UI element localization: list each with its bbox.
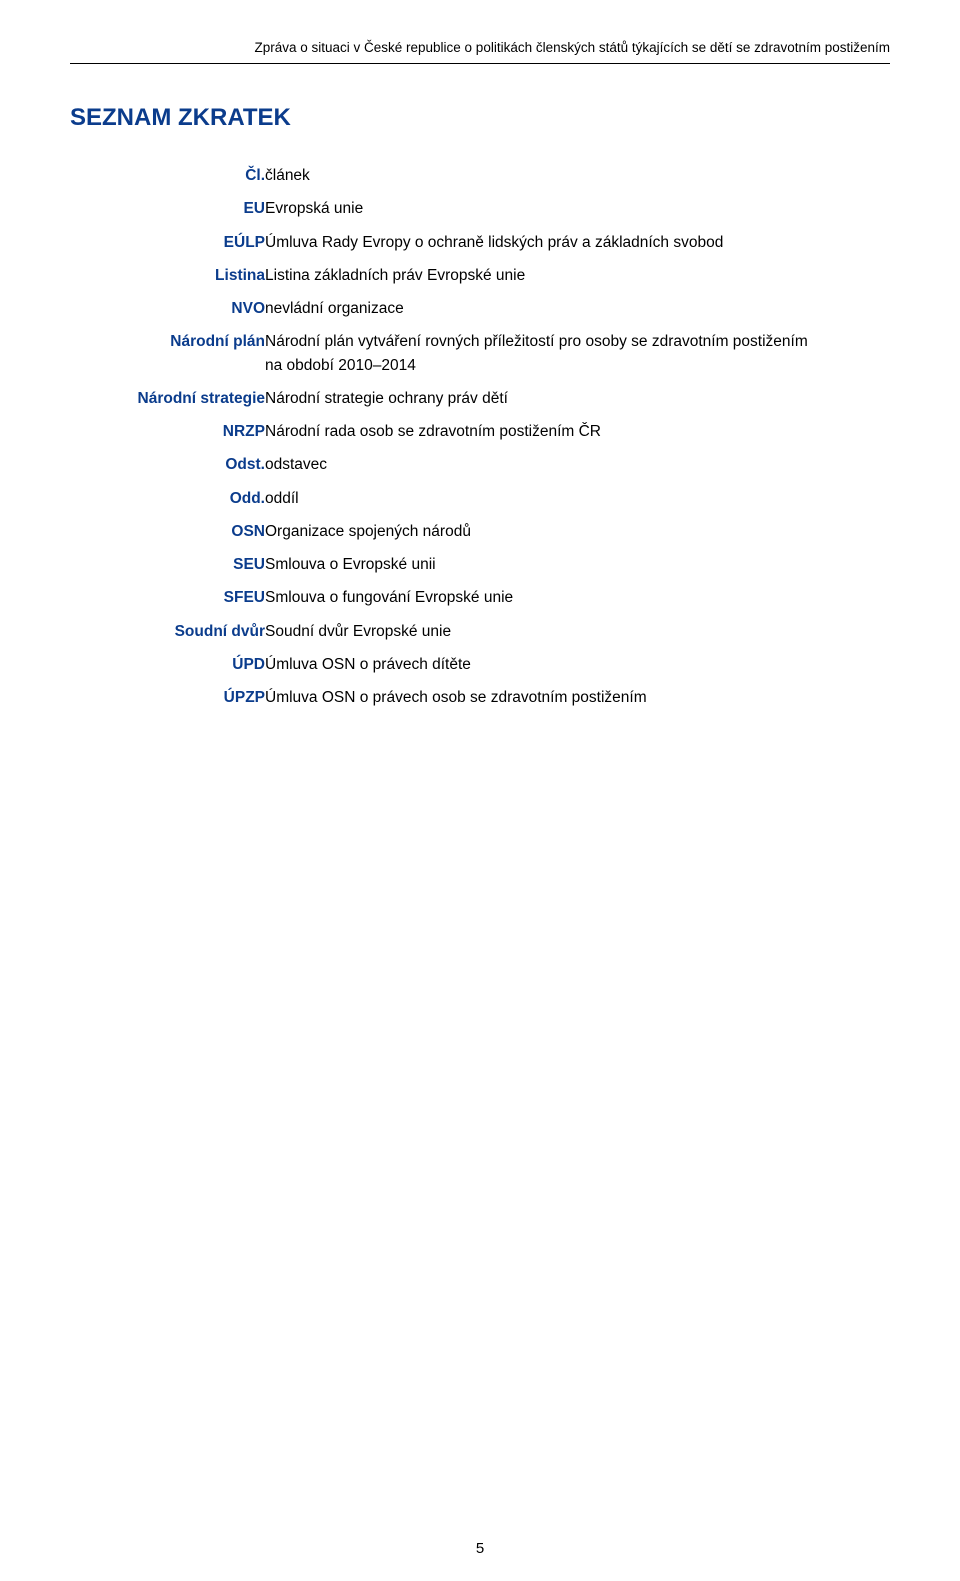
abbrev-def: Úmluva Rady Evropy o ochraně lidských pr… <box>265 228 825 257</box>
abbrev-row: SFEUSmlouva o fungování Evropské unie <box>110 583 825 612</box>
page-number: 5 <box>0 1540 960 1557</box>
abbrev-term: OSN <box>110 517 265 546</box>
abbrev-term: Národní plán <box>110 327 265 380</box>
abbrev-term: EÚLP <box>110 228 265 257</box>
abbrev-def: Evropská unie <box>265 194 825 223</box>
abbrev-term: Národní strategie <box>110 384 265 413</box>
abbrev-row: Čl.článek <box>110 161 825 190</box>
abbreviations-body: Čl.článek EUEvropská unie EÚLPÚmluva Rad… <box>110 161 825 712</box>
abbrev-term: NVO <box>110 294 265 323</box>
abbrev-def: Národní rada osob se zdravotním postižen… <box>265 417 825 446</box>
abbrev-term: SEU <box>110 550 265 579</box>
abbrev-def: Smlouva o fungování Evropské unie <box>265 583 825 612</box>
abbreviations-table: Čl.článek EUEvropská unie EÚLPÚmluva Rad… <box>110 157 825 716</box>
abbrev-row: EÚLPÚmluva Rady Evropy o ochraně lidskýc… <box>110 228 825 257</box>
abbrev-term: Čl. <box>110 161 265 190</box>
abbrev-row: Národní strategieNárodní strategie ochra… <box>110 384 825 413</box>
abbrev-def: Úmluva OSN o právech dítěte <box>265 650 825 679</box>
abbrev-row: Odst.odstavec <box>110 450 825 479</box>
abbrev-def: Soudní dvůr Evropské unie <box>265 617 825 646</box>
abbrev-def: nevládní organizace <box>265 294 825 323</box>
abbrev-term: Listina <box>110 261 265 290</box>
header-rule <box>70 63 890 64</box>
abbrev-row: Odd.oddíl <box>110 484 825 513</box>
abbrev-def: článek <box>265 161 825 190</box>
running-header: Zpráva o situaci v České republice o pol… <box>70 40 890 63</box>
abbrev-def: Smlouva o Evropské unii <box>265 550 825 579</box>
abbrev-def: odstavec <box>265 450 825 479</box>
abbrev-row: NRZPNárodní rada osob se zdravotním post… <box>110 417 825 446</box>
abbrev-term: Soudní dvůr <box>110 617 265 646</box>
abbrev-term: NRZP <box>110 417 265 446</box>
abbrev-term: ÚPZP <box>110 683 265 712</box>
abbrev-def: Národní strategie ochrany práv dětí <box>265 384 825 413</box>
abbrev-row: ÚPDÚmluva OSN o právech dítěte <box>110 650 825 679</box>
abbrev-row: Soudní dvůrSoudní dvůr Evropské unie <box>110 617 825 646</box>
abbrev-term: Odst. <box>110 450 265 479</box>
abbrev-def: Listina základních práv Evropské unie <box>265 261 825 290</box>
abbrev-term: Odd. <box>110 484 265 513</box>
abbrev-row: ListinaListina základních práv Evropské … <box>110 261 825 290</box>
page: Zpráva o situaci v České republice o pol… <box>0 0 960 1581</box>
abbrev-row: EUEvropská unie <box>110 194 825 223</box>
page-title: SEZNAM ZKRATEK <box>70 104 890 132</box>
abbrev-def: oddíl <box>265 484 825 513</box>
abbrev-def: Národní plán vytváření rovných příležito… <box>265 327 825 380</box>
abbrev-row: Národní plánNárodní plán vytváření rovný… <box>110 327 825 380</box>
abbrev-row: OSNOrganizace spojených národů <box>110 517 825 546</box>
abbrev-row: ÚPZPÚmluva OSN o právech osob se zdravot… <box>110 683 825 712</box>
abbrev-term: ÚPD <box>110 650 265 679</box>
abbrev-def: Úmluva OSN o právech osob se zdravotním … <box>265 683 825 712</box>
abbrev-term: SFEU <box>110 583 265 612</box>
abbrev-term: EU <box>110 194 265 223</box>
abbrev-def: Organizace spojených národů <box>265 517 825 546</box>
abbrev-row: SEUSmlouva o Evropské unii <box>110 550 825 579</box>
abbrev-row: NVOnevládní organizace <box>110 294 825 323</box>
